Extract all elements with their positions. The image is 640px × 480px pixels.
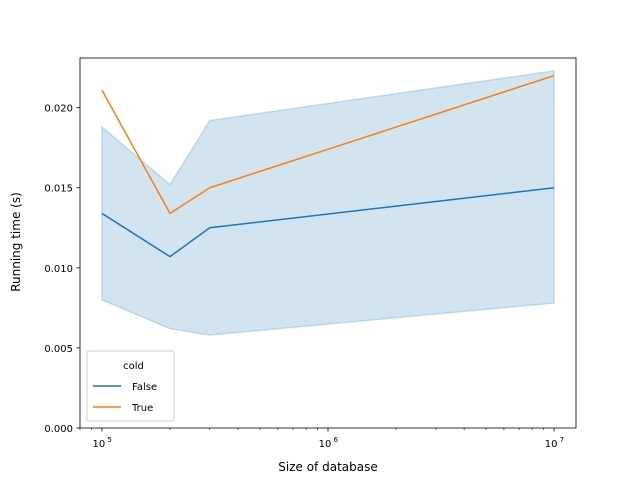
x-tick-exponent: 6 — [334, 436, 339, 444]
confidence-band-layer — [101, 69, 555, 336]
y-tick-label: 0.015 — [44, 184, 73, 195]
y-tick-label: 0.020 — [44, 104, 73, 115]
x-axis-label: Size of database — [278, 460, 377, 474]
legend-label-false: False — [132, 382, 157, 393]
confidence-band — [101, 69, 555, 336]
y-tick-label: 0.010 — [44, 264, 73, 275]
y-axis-label: Running time (s) — [9, 192, 23, 292]
legend-label-true: True — [131, 403, 153, 414]
y-tick-label: 0.000 — [44, 424, 73, 435]
legend: cold False True — [86, 350, 175, 422]
x-tick-label: 10 — [545, 439, 558, 450]
series-lines-layer — [101, 74, 555, 258]
series-line-false — [101, 186, 555, 258]
x-tick-exponent: 7 — [560, 436, 564, 444]
y-tick-label: 0.005 — [44, 344, 73, 355]
legend-box — [86, 350, 175, 422]
legend-title: cold — [123, 361, 144, 372]
x-tick-exponent: 5 — [107, 436, 111, 444]
x-tick-label: 10 — [93, 439, 106, 450]
series-line-true — [101, 74, 555, 215]
x-tick-label: 10 — [319, 439, 332, 450]
